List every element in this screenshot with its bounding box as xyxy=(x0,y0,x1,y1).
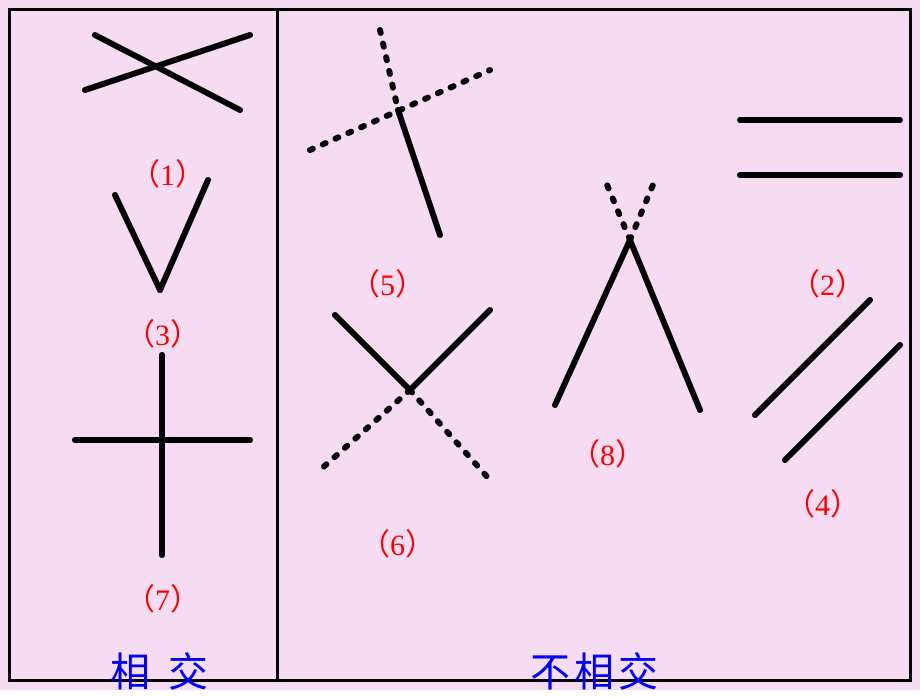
figure-label-8: （8） xyxy=(570,430,645,474)
category-label-not-intersect: 不相交 xyxy=(530,640,662,698)
line-f8 xyxy=(630,180,655,240)
line-f6 xyxy=(335,315,410,390)
line-f5 xyxy=(398,110,440,235)
line-f6 xyxy=(320,390,410,470)
figure-label-6: （6） xyxy=(360,520,435,564)
line-f6 xyxy=(410,390,490,480)
line-f8 xyxy=(630,240,700,410)
line-f5 xyxy=(380,30,398,110)
line-f3 xyxy=(160,180,208,290)
figure-label-4: （4） xyxy=(785,480,860,524)
line-f6 xyxy=(410,310,490,390)
figure-label-1: （1） xyxy=(130,150,205,194)
line-f8 xyxy=(555,240,630,405)
figure-label-7: （7） xyxy=(125,575,200,619)
line-f8 xyxy=(605,180,630,240)
line-f4 xyxy=(755,300,870,415)
figure-label-3: （3） xyxy=(125,310,200,354)
diagram-root: （1） （3） （7） （5） （6） （8） （2） （4） 相 交 不相交 xyxy=(0,0,920,690)
line-f3 xyxy=(115,195,160,290)
line-f4 xyxy=(785,345,900,460)
category-label-intersect: 相 交 xyxy=(110,640,212,698)
figure-label-5: （5） xyxy=(350,260,425,304)
figure-label-2: （2） xyxy=(790,260,865,304)
